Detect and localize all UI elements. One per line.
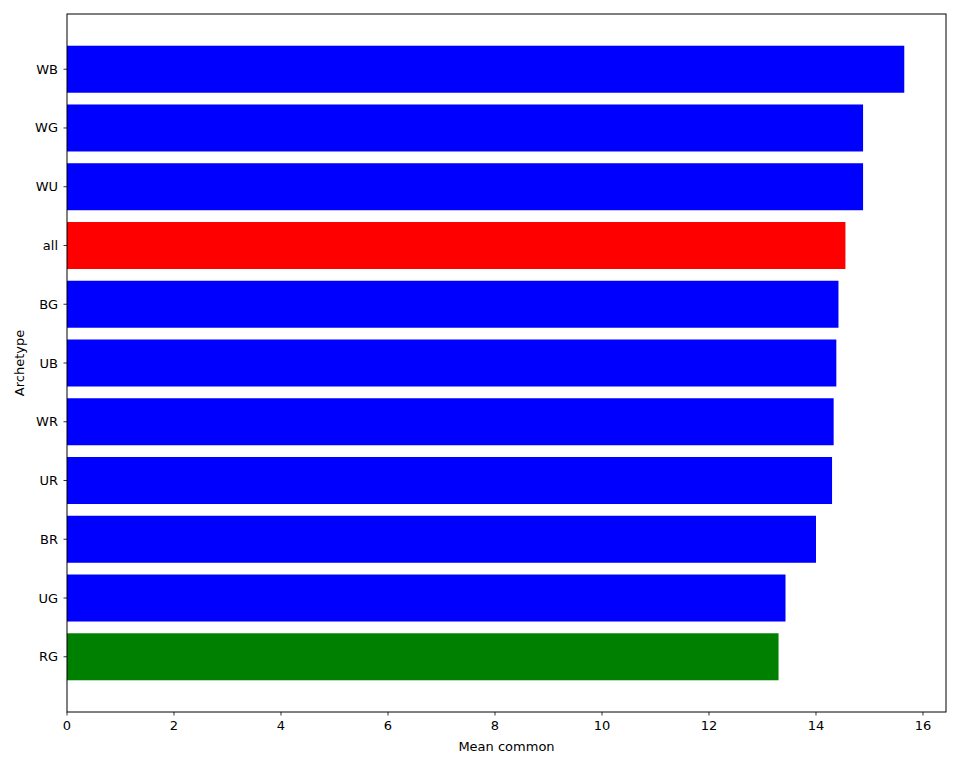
x-tick bbox=[922, 712, 923, 716]
y-tick bbox=[64, 186, 68, 187]
y-tick-label: all bbox=[43, 238, 58, 253]
x-tick bbox=[280, 712, 281, 716]
bars bbox=[67, 46, 904, 681]
x-axis-label: Mean common bbox=[458, 739, 554, 754]
y-tick-label: UB bbox=[40, 356, 58, 371]
bar bbox=[67, 516, 816, 563]
y-tick-label: UR bbox=[39, 473, 58, 488]
x-tick-label: 10 bbox=[594, 718, 611, 733]
x-tick-label: 14 bbox=[808, 718, 825, 733]
bar bbox=[67, 398, 834, 445]
bar bbox=[67, 457, 832, 504]
bar bbox=[67, 104, 863, 151]
y-tick bbox=[64, 245, 68, 246]
x-tick-label: 16 bbox=[915, 718, 932, 733]
plot-frame bbox=[67, 14, 946, 712]
x-tick-label: 12 bbox=[701, 718, 718, 733]
y-tick-label: WU bbox=[36, 179, 58, 194]
bar bbox=[67, 46, 904, 93]
y-tick bbox=[64, 421, 68, 422]
x-tick bbox=[387, 712, 388, 716]
x-tick bbox=[494, 712, 495, 716]
x-tick-label: 0 bbox=[63, 718, 71, 733]
chart-container: 0 2 4 6 8 10 12 14 16 WB WG WU all BG UB WR UR BR UG RG Mean… bbox=[0, 0, 960, 768]
x-tick-label: 2 bbox=[170, 718, 178, 733]
bar bbox=[67, 339, 836, 386]
bar bbox=[67, 281, 838, 328]
y-tick bbox=[64, 127, 68, 128]
y-tick bbox=[64, 304, 68, 305]
bar bbox=[67, 633, 779, 680]
x-tick-label: 4 bbox=[277, 718, 285, 733]
x-tick bbox=[815, 712, 816, 716]
y-tick-label: RG bbox=[39, 649, 58, 664]
y-tick-label: BG bbox=[39, 297, 58, 312]
y-tick-label: UG bbox=[38, 591, 58, 606]
x-tick-label: 8 bbox=[491, 718, 499, 733]
bar bbox=[67, 163, 863, 210]
bar bbox=[67, 575, 786, 622]
y-tick bbox=[64, 480, 68, 481]
chart-svg: 0 2 4 6 8 10 12 14 16 WB WG WU all BG UB WR UR BR UG RG Mean… bbox=[0, 0, 960, 768]
y-tick bbox=[64, 69, 68, 70]
y-tick bbox=[64, 598, 68, 599]
x-tick bbox=[173, 712, 174, 716]
x-tick bbox=[67, 712, 68, 716]
x-tick-label: 6 bbox=[384, 718, 392, 733]
bar bbox=[67, 222, 845, 269]
y-tick bbox=[64, 363, 68, 364]
y-tick bbox=[64, 539, 68, 540]
x-tick bbox=[708, 712, 709, 716]
y-tick bbox=[64, 656, 68, 657]
y-axis-label: Archetype bbox=[12, 330, 27, 396]
background bbox=[0, 0, 960, 768]
y-tick-label: WG bbox=[35, 120, 58, 135]
y-tick-label: BR bbox=[40, 532, 58, 547]
x-tick bbox=[601, 712, 602, 716]
y-tick-label: WB bbox=[36, 62, 58, 77]
y-tick-label: WR bbox=[36, 414, 58, 429]
